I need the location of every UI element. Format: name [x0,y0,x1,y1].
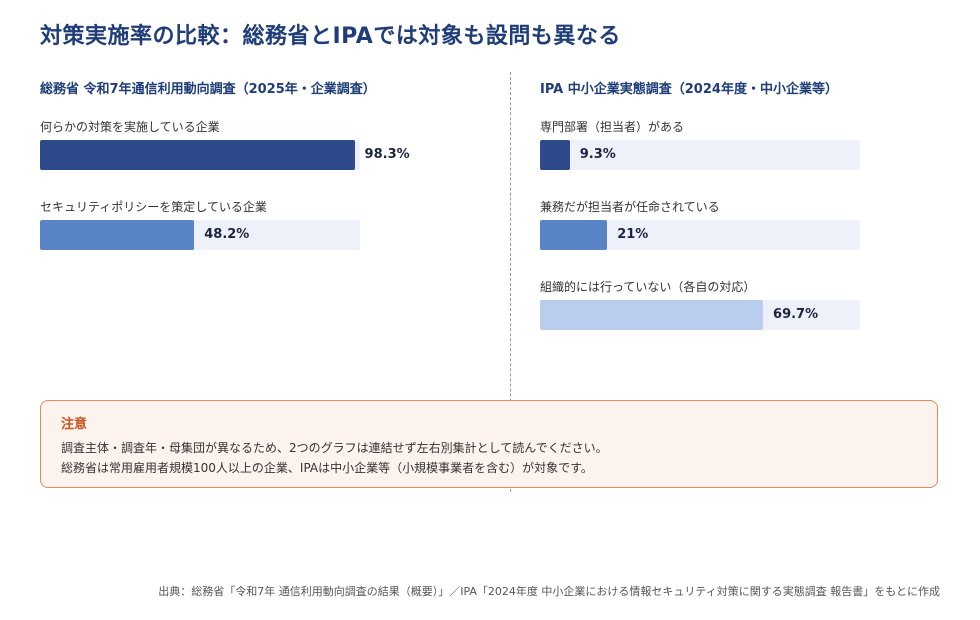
bar-track [40,220,360,250]
bar [540,300,764,330]
bar-group: 何らかの対策を実施している企業 98.3% [40,118,460,170]
bar-value-label: 98.3% [364,147,410,162]
bar [40,220,195,250]
bar [540,140,570,170]
bar-track [540,140,860,170]
bar [40,140,355,170]
note-title: 注意 [61,417,88,432]
bar-group: 専門部署（担当者）がある 9.3% [540,118,960,170]
note-box: 注意 調査主体・調査年・母集団が異なるため、2つのグラフは連結せず左右別集計とし… [40,400,938,488]
bar-value-label: 48.2% [204,227,250,242]
bar-category-label: 何らかの対策を実施している企業 [40,120,220,134]
bar-value-label: 21% [617,227,649,242]
left-chart-title: 総務省 令和7年通信利用動向調査（2025年・企業調査） [40,82,376,97]
bar-category-label: 兼務だが担当者が任命されている [540,200,720,214]
bar [540,220,608,250]
bar-category-label: セキュリティポリシーを策定している企業 [40,200,267,214]
panel-divider [510,72,511,492]
right-chart-panel: IPA 中小企業実態調査（2024年度・中小企業等） 専門部署（担当者）がある 9… [540,78,960,330]
bar-track [540,220,860,250]
bar-value-label: 69.7% [773,307,819,322]
note-line-2: 総務省は常用雇用者規模100人以上の企業、IPAは中小企業等（小規模事業者を含む… [61,461,593,475]
bar-value-label: 9.3% [579,147,616,162]
bar-group: 組織的には行っていない（各自の対応） 69.7% [540,278,960,330]
note-line-1: 調査主体・調査年・母集団が異なるため、2つのグラフは連結せず左右別集計として読ん… [61,441,608,455]
bar-category-label: 専門部署（担当者）がある [540,120,685,134]
bar-group: 兼務だが担当者が任命されている 21% [540,198,960,250]
left-chart-panel: 総務省 令和7年通信利用動向調査（2025年・企業調査） 何らかの対策を実施して… [40,78,460,250]
bar-category-label: 組織的には行っていない（各自の対応） [540,280,756,294]
bar-group: セキュリティポリシーを策定している企業 48.2% [40,198,460,250]
source-citation: 出典：総務省「令和7年 通信利用動向調査の結果（概要）」／IPA「2024年度 … [158,585,940,598]
page-title: 対策実施率の比較：総務省とIPAでは対象も設問も異なる [40,24,621,49]
bar-track [40,140,360,170]
right-chart-title: IPA 中小企業実態調査（2024年度・中小企業等） [540,82,838,97]
bar-track [540,300,860,330]
